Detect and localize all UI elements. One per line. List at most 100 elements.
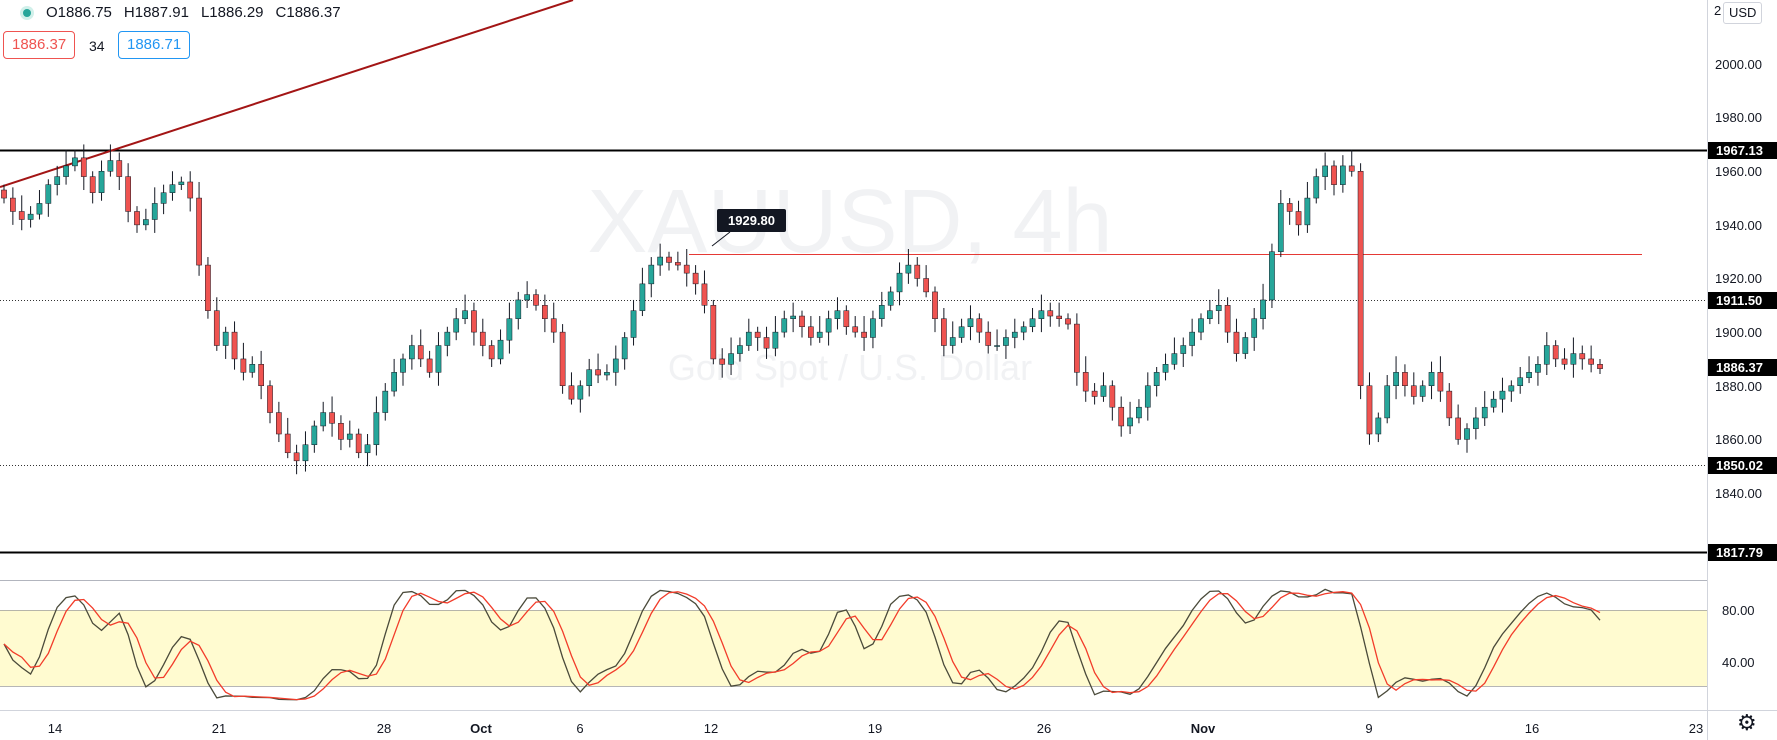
candle-body xyxy=(1490,398,1497,408)
candle-body xyxy=(471,310,477,333)
candle-body xyxy=(666,256,672,263)
buy-price-button[interactable]: 1886.71 xyxy=(118,31,191,59)
candle-body xyxy=(1597,364,1603,369)
candle-body xyxy=(1552,345,1559,360)
candle-body xyxy=(1481,406,1488,419)
candle-body xyxy=(187,181,194,199)
ohlc-high: H1887.91 xyxy=(123,4,189,21)
candle-body xyxy=(1313,176,1320,199)
candle-body xyxy=(657,256,663,266)
candle-body xyxy=(1153,372,1160,386)
candle-body xyxy=(1366,385,1373,435)
candle-body xyxy=(134,211,140,226)
candle-body xyxy=(417,345,424,360)
candle-body xyxy=(1242,337,1249,354)
time-tick: 23 xyxy=(1689,721,1703,736)
candle-body xyxy=(524,294,530,301)
candle-body xyxy=(1535,364,1541,373)
candle-body xyxy=(426,358,433,373)
candle-body xyxy=(1446,390,1453,419)
candle-body xyxy=(1,189,7,199)
trendline[interactable] xyxy=(0,0,574,188)
candle-body xyxy=(1473,417,1479,429)
candle-body xyxy=(18,211,25,220)
candle-body xyxy=(843,310,850,328)
callout-label: 1929.80 xyxy=(728,213,775,228)
candle-body xyxy=(559,331,566,386)
candle-body xyxy=(1029,318,1036,328)
candle-body xyxy=(329,412,335,424)
candle-body xyxy=(621,337,628,360)
candle-body xyxy=(258,364,264,386)
price-tick: 1960.00 xyxy=(1715,164,1762,179)
market-status-icon[interactable] xyxy=(20,5,34,20)
support-label: 1850.02 xyxy=(1716,458,1763,473)
sell-price-button[interactable]: 1886.37 xyxy=(3,31,76,59)
price-tick: 1920.00 xyxy=(1715,271,1762,286)
candle-body xyxy=(719,358,726,365)
candle-body xyxy=(1437,372,1444,392)
time-tick: 16 xyxy=(1525,721,1539,736)
time-tick: Oct xyxy=(470,721,492,736)
candle-body xyxy=(878,305,885,319)
candle-body xyxy=(1419,385,1426,397)
candle-body xyxy=(1180,345,1187,354)
candle-body xyxy=(479,331,486,346)
candle-body xyxy=(1393,372,1399,386)
time-tick: 9 xyxy=(1365,721,1372,736)
candle-body xyxy=(586,369,593,387)
candle-body xyxy=(98,171,105,193)
candle-body xyxy=(1410,385,1417,397)
time-tick: 12 xyxy=(704,721,718,736)
candle-body xyxy=(683,264,690,274)
price-tick-top: 2 xyxy=(1714,3,1721,18)
candle-body xyxy=(808,326,814,338)
candle-body xyxy=(462,310,468,319)
current-price-label: 1886.37 xyxy=(1716,360,1763,375)
candle-body xyxy=(799,315,805,328)
ohlc-close: C1886.37 xyxy=(275,4,341,21)
candle-body xyxy=(790,315,796,319)
candle-body xyxy=(240,358,247,373)
candle-body xyxy=(967,318,974,328)
candle-body xyxy=(604,372,610,376)
settings-gear-icon[interactable]: ⚙ xyxy=(1737,710,1757,735)
callout-label-bg xyxy=(717,209,786,232)
candle-body xyxy=(701,283,708,306)
candle-body xyxy=(1215,305,1222,311)
candle-body xyxy=(1295,211,1302,226)
candle-body xyxy=(781,318,788,333)
candle-body xyxy=(1322,165,1328,177)
candle-body xyxy=(550,318,557,333)
candle-body xyxy=(302,444,309,462)
candle-body xyxy=(612,358,619,373)
candle-body xyxy=(1065,318,1071,325)
candle-body xyxy=(533,294,539,306)
candle-body xyxy=(1570,353,1577,365)
osc-tick: 40.00 xyxy=(1722,655,1755,670)
candle-body xyxy=(737,345,743,354)
candle-body xyxy=(896,272,903,293)
candle-body xyxy=(382,390,389,413)
candle-body xyxy=(1171,353,1178,365)
candle-body xyxy=(346,433,353,440)
oscillator-band xyxy=(0,610,1707,686)
osc-tick: 80.00 xyxy=(1722,603,1755,618)
candle-body xyxy=(1517,377,1524,386)
candle-body xyxy=(568,385,575,400)
candle-body xyxy=(763,337,770,349)
time-tick: 21 xyxy=(212,721,226,736)
candle-body xyxy=(355,433,362,454)
candle-body xyxy=(1038,310,1045,319)
price-axis[interactable]: 2 2000.00 1980.00 1960.00 1940.00 1920.0… xyxy=(1714,3,1762,670)
candle-body xyxy=(435,345,442,373)
symbol-watermark: XAUUSD, 4h xyxy=(587,172,1112,272)
time-tick: Nov xyxy=(1191,721,1216,736)
time-axis[interactable]: 14 21 28 Oct 6 12 19 26 Nov 9 16 23 xyxy=(48,721,1703,736)
currency-button[interactable]: USD xyxy=(1723,2,1763,24)
candle-body xyxy=(932,291,938,319)
candle-body xyxy=(1233,331,1240,354)
candle-body xyxy=(267,385,273,413)
candle-body xyxy=(630,310,637,338)
